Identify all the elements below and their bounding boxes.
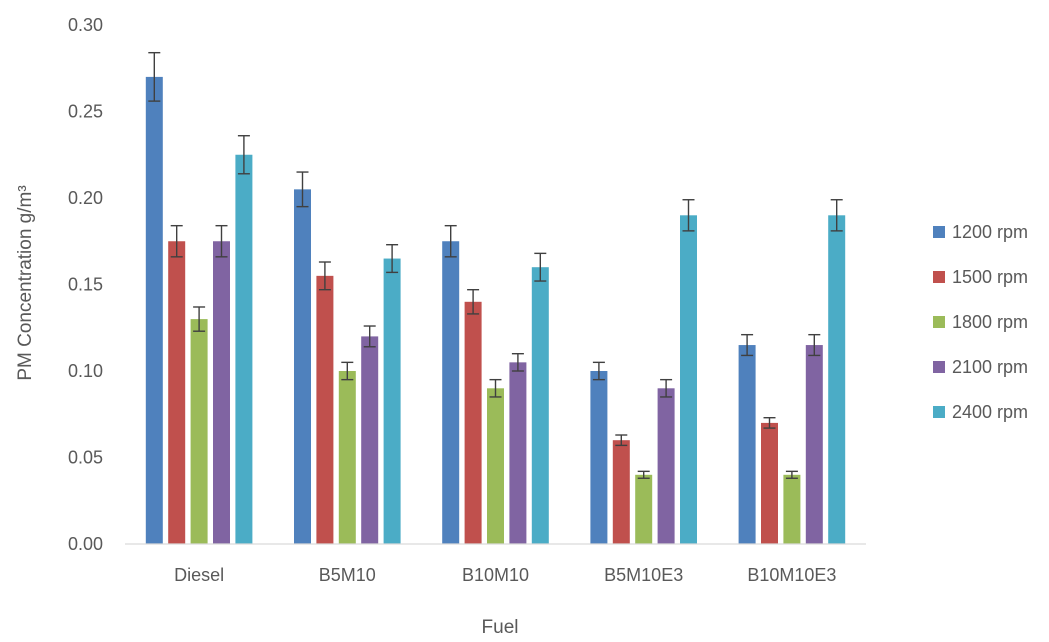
- y-tick-label: 0.20: [68, 188, 103, 208]
- error-bar: [296, 171, 309, 208]
- error-bar: [467, 288, 480, 315]
- bar-b5m10e3-2400-rpm: [680, 215, 697, 545]
- bar-b10m10e3-1200-rpm: [738, 345, 756, 544]
- bar-b5m10-2100-rpm: [361, 336, 379, 544]
- legend-item: 1800 rpm: [933, 312, 1028, 332]
- legend-label: 1200 rpm: [952, 222, 1028, 242]
- error-bar: [237, 135, 250, 175]
- error-bar: [318, 261, 331, 291]
- plot-area: [145, 51, 846, 545]
- x-tick-label: Diesel: [174, 565, 224, 585]
- bar-b10m10e3-2100-rpm: [805, 345, 823, 544]
- error-bar: [444, 224, 457, 258]
- bar-b10m10e3-1500-rpm: [761, 422, 778, 544]
- error-bar: [785, 470, 798, 479]
- legend-label: 2400 rpm: [952, 402, 1028, 422]
- error-bar: [830, 199, 843, 232]
- legend-item: 1200 rpm: [933, 222, 1028, 242]
- legend: 1200 rpm 1500 rpm 1800 rpm 2100 rpm 2400 rpm: [933, 222, 1028, 422]
- error-bar: [808, 333, 821, 357]
- bar-diesel-1200-rpm: [145, 76, 163, 545]
- error-bar: [193, 306, 206, 332]
- error-bar: [170, 224, 183, 258]
- y-tick-label: 0.00: [68, 534, 103, 554]
- bar-diesel-2400-rpm: [235, 154, 253, 544]
- bar-b5m10-2400-rpm: [383, 258, 401, 544]
- error-bar: [148, 51, 161, 102]
- legend-swatch: [933, 226, 945, 238]
- bar-b10m10-1200-rpm: [442, 241, 460, 544]
- error-bar: [615, 434, 628, 447]
- error-bar: [511, 353, 524, 372]
- error-bar: [489, 378, 502, 398]
- error-bar: [215, 224, 228, 258]
- y-tick-label: 0.10: [68, 361, 103, 381]
- legend-item: 1500 rpm: [933, 267, 1028, 287]
- bar-diesel-1500-rpm: [168, 241, 186, 544]
- bar-b5m10-1200-rpm: [294, 189, 311, 544]
- bar-b5m10e3-1200-rpm: [590, 371, 608, 544]
- x-tick-label: B10M10: [462, 565, 529, 585]
- x-axis-ticks: Diesel B5M10 B10M10 B5M10E3 B10M10E3: [174, 565, 836, 585]
- error-bar: [386, 244, 399, 274]
- bar-diesel-2100-rpm: [213, 241, 230, 544]
- legend-label: 2100 rpm: [952, 357, 1028, 377]
- legend-swatch: [933, 271, 945, 283]
- y-tick-label: 0.15: [68, 275, 103, 295]
- x-tick-label: B5M10E3: [604, 565, 683, 585]
- x-tick-label: B5M10: [319, 565, 376, 585]
- y-tick-label: 0.05: [68, 448, 103, 468]
- bar-b5m10-1800-rpm: [338, 371, 356, 544]
- bar-b10m10-1800-rpm: [487, 388, 504, 544]
- legend-swatch: [933, 406, 945, 418]
- y-axis-ticks: 0.00 0.05 0.10 0.15 0.20 0.25 0.30: [68, 15, 103, 554]
- bar-b10m10-2400-rpm: [531, 267, 549, 544]
- error-bar: [660, 378, 673, 398]
- legend-item: 2100 rpm: [933, 357, 1028, 377]
- legend-label: 1800 rpm: [952, 312, 1028, 332]
- y-axis-label: PM Concentration g/m³: [15, 185, 36, 380]
- legend-item: 2400 rpm: [933, 402, 1028, 422]
- error-bar: [682, 199, 695, 232]
- x-tick-label: B10M10E3: [747, 565, 836, 585]
- bar-b5m10e3-1500-rpm: [612, 440, 630, 544]
- bar-b10m10-2100-rpm: [509, 362, 527, 544]
- bar-diesel-1800-rpm: [190, 319, 208, 544]
- legend-swatch: [933, 361, 945, 373]
- error-bar: [592, 361, 605, 381]
- legend-swatch: [933, 316, 945, 328]
- error-bar: [363, 325, 376, 348]
- error-bar: [763, 417, 776, 429]
- error-bar: [341, 361, 354, 381]
- bar-b5m10-1500-rpm: [316, 275, 334, 544]
- y-tick-label: 0.25: [68, 102, 103, 122]
- bar-b5m10e3-1800-rpm: [635, 474, 653, 544]
- error-bar: [534, 252, 547, 282]
- bar-b5m10e3-2100-rpm: [657, 388, 675, 544]
- x-axis-label: Fuel: [482, 617, 519, 637]
- bar-b10m10e3-1800-rpm: [783, 474, 801, 544]
- error-bar: [637, 470, 650, 479]
- bar-b10m10e3-2400-rpm: [828, 215, 846, 545]
- bar-b10m10-1500-rpm: [464, 301, 482, 544]
- y-tick-label: 0.30: [68, 15, 103, 35]
- legend-label: 1500 rpm: [952, 267, 1028, 287]
- error-bar: [741, 333, 754, 357]
